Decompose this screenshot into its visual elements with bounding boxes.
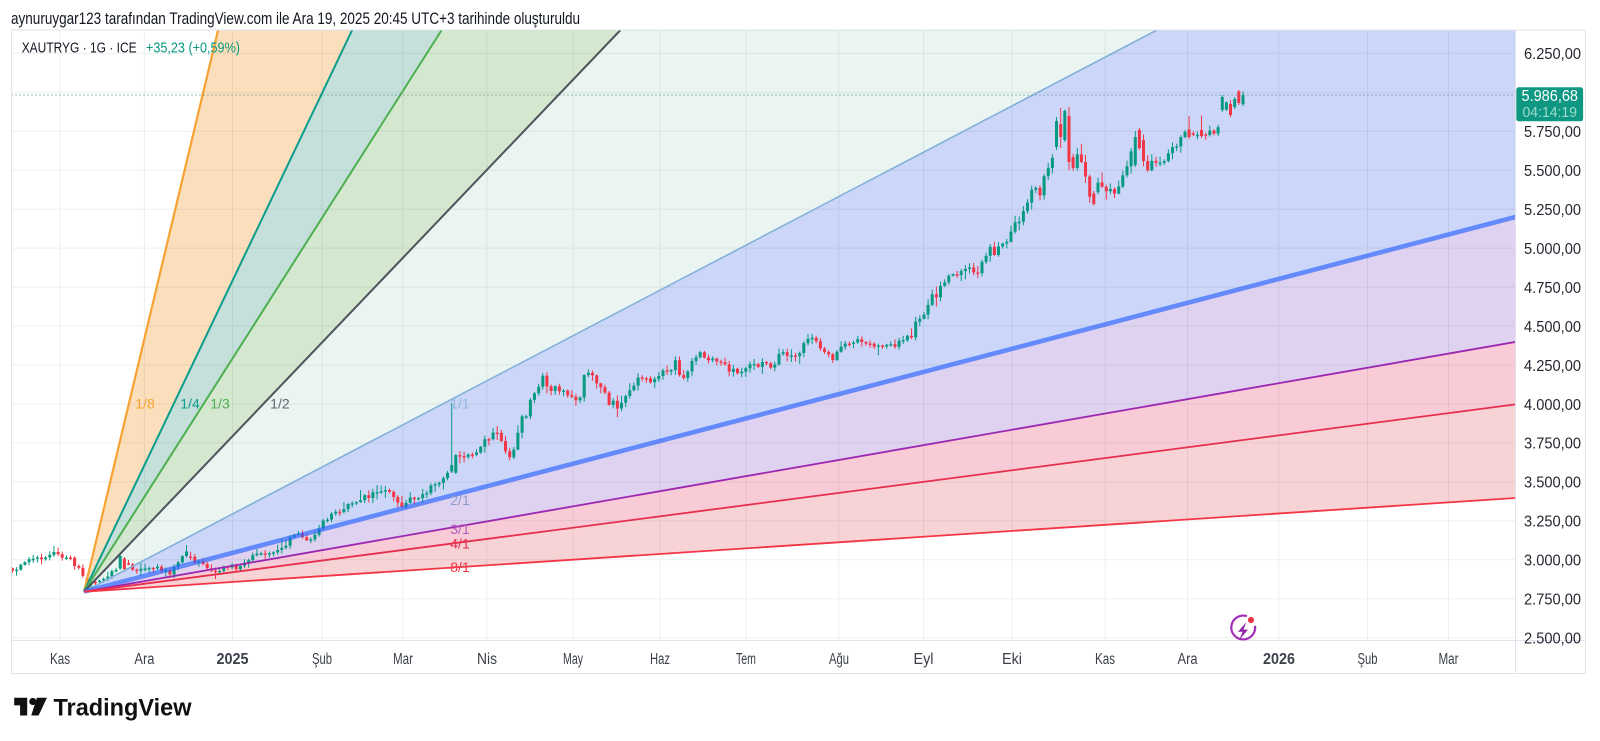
svg-text:Eki: Eki (1002, 651, 1022, 668)
svg-text:1/2: 1/2 (270, 395, 290, 411)
svg-text:+35,23 (+0,59%): +35,23 (+0,59%) (146, 40, 240, 56)
svg-text:1/4: 1/4 (180, 395, 200, 411)
svg-text:TradingView: TradingView (54, 695, 193, 722)
svg-text:3.500,00: 3.500,00 (1524, 475, 1581, 492)
svg-text:1/3: 1/3 (210, 395, 230, 411)
svg-text:5.500,00: 5.500,00 (1524, 163, 1581, 180)
svg-text:3.250,00: 3.250,00 (1524, 514, 1581, 531)
svg-text:Mar: Mar (1439, 651, 1459, 668)
svg-text:Kas: Kas (50, 651, 70, 668)
svg-text:Mar: Mar (393, 651, 413, 668)
svg-text:04:14:19: 04:14:19 (1523, 105, 1578, 121)
svg-text:4/1: 4/1 (450, 536, 470, 552)
svg-text:4.000,00: 4.000,00 (1524, 397, 1581, 414)
svg-text:Ağu: Ağu (829, 651, 849, 668)
svg-text:aynuruygar123 tarafından Tradi: aynuruygar123 tarafından TradingView.com… (11, 10, 580, 28)
svg-text:Kas: Kas (1095, 651, 1115, 668)
svg-text:4.750,00: 4.750,00 (1524, 280, 1581, 297)
svg-text:2.750,00: 2.750,00 (1524, 592, 1581, 609)
svg-text:Ara: Ara (1178, 651, 1198, 668)
svg-text:2025: 2025 (217, 651, 249, 668)
svg-text:8/1: 8/1 (450, 559, 470, 575)
svg-text:2/1: 2/1 (450, 492, 470, 508)
svg-text:5.750,00: 5.750,00 (1524, 124, 1581, 141)
svg-text:3.750,00: 3.750,00 (1524, 436, 1581, 453)
svg-text:3/1: 3/1 (450, 521, 470, 537)
svg-text:4.250,00: 4.250,00 (1524, 358, 1581, 375)
svg-text:3.000,00: 3.000,00 (1524, 553, 1581, 570)
svg-text:Haz: Haz (650, 651, 670, 668)
svg-text:XAUTRYG · 1G · ICE: XAUTRYG · 1G · ICE (22, 40, 137, 56)
svg-text:Nis: Nis (477, 651, 497, 668)
svg-text:2.500,00: 2.500,00 (1524, 631, 1581, 648)
svg-text:5.000,00: 5.000,00 (1524, 241, 1581, 258)
svg-text:4.500,00: 4.500,00 (1524, 319, 1581, 336)
svg-text:6.250,00: 6.250,00 (1524, 46, 1581, 63)
svg-text:Şub: Şub (312, 651, 332, 668)
svg-text:Ara: Ara (134, 651, 154, 668)
svg-text:Şub: Şub (1358, 651, 1378, 668)
svg-text:1/8: 1/8 (135, 395, 155, 411)
svg-text:May: May (563, 651, 583, 668)
svg-text:Eyl: Eyl (914, 651, 934, 668)
svg-text:1/1: 1/1 (450, 395, 470, 411)
svg-text:5.250,00: 5.250,00 (1524, 202, 1581, 219)
svg-text:2026: 2026 (1263, 651, 1295, 668)
svg-text:Tem: Tem (736, 651, 756, 668)
svg-text:5.986,68: 5.986,68 (1522, 88, 1579, 105)
